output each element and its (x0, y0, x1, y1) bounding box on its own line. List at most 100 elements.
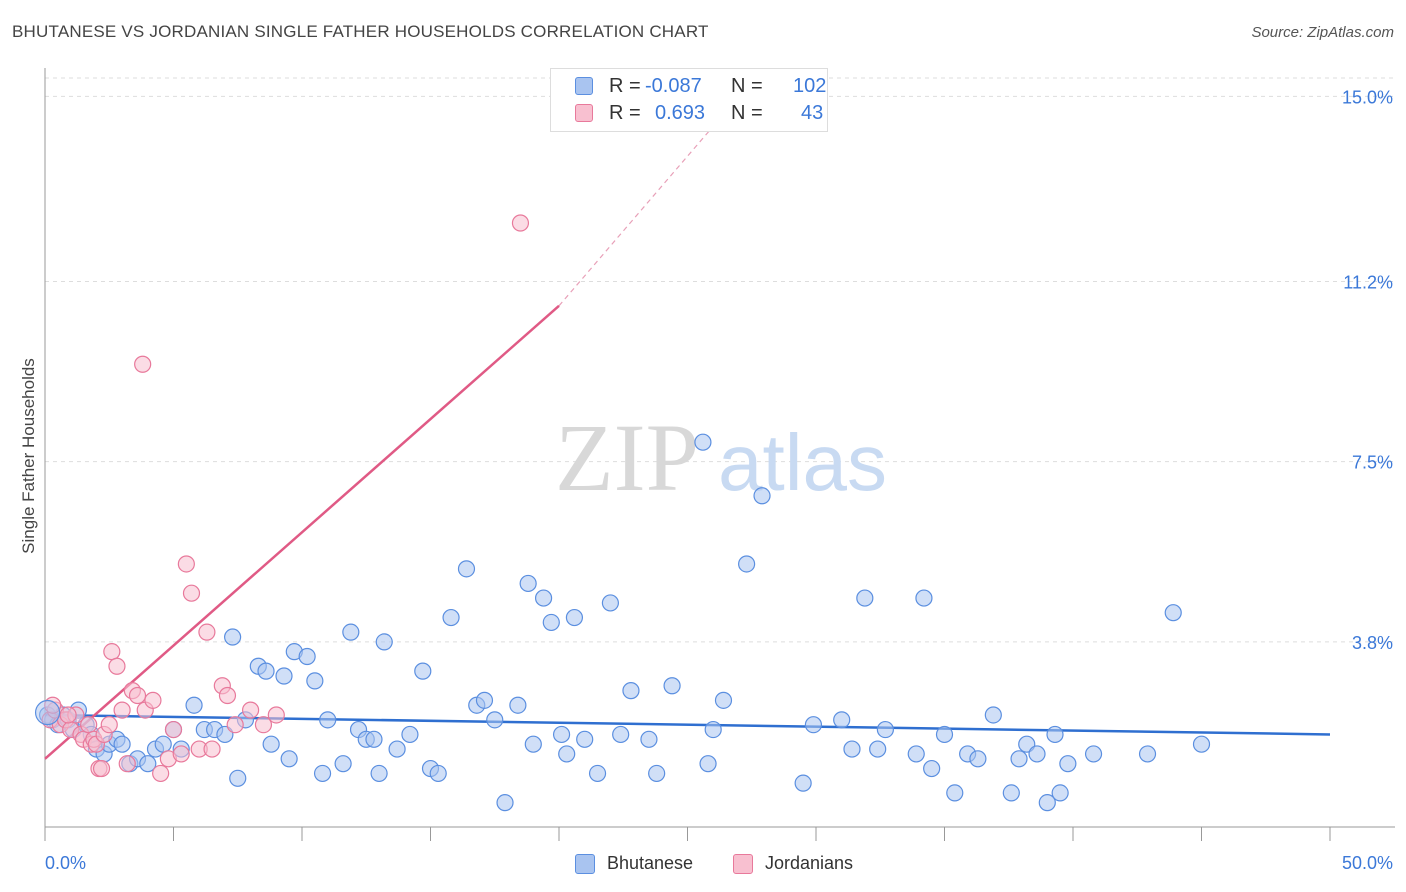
bhutanese-point (429, 764, 447, 783)
jordanian-point (164, 720, 183, 739)
bhutanese-point (984, 706, 1002, 724)
bhutanese-point (519, 574, 537, 593)
legend-n-value: 43 (801, 102, 824, 124)
bhutanese-point (969, 750, 987, 768)
jordanian-point (80, 716, 98, 734)
bottom-legend-label: Jordanians (765, 853, 854, 873)
legend-n-value: 102 (793, 75, 827, 97)
legend-r-value: -0.087 (645, 75, 702, 97)
bhutanese-point (915, 589, 933, 607)
bhutanese-point (588, 764, 607, 783)
bhutanese-point (833, 711, 851, 729)
bhutanese-point (486, 711, 504, 729)
jordanian-point (113, 701, 131, 719)
bhutanese-point (313, 764, 332, 783)
legend-row-jordanians: R = 0.693 N = 43 (575, 102, 823, 126)
grid-lines (45, 77, 1395, 643)
bottom-legend-label: Bhutanese (607, 853, 694, 873)
bhutanese-point (565, 608, 584, 627)
bhutanese-point (738, 555, 756, 573)
legend-n-label: N = (731, 75, 763, 97)
jordanian-point (182, 584, 201, 602)
jordanian-point (100, 716, 118, 734)
jordanian-point (218, 686, 237, 705)
bhutanese-point (946, 784, 964, 802)
bottom-legend-swatch (575, 854, 595, 874)
bhutanese-point (622, 682, 640, 700)
source-label: Source: ZipAtlas.com (1251, 24, 1394, 41)
legend-r-label: R = (609, 102, 641, 124)
bhutanese-point (370, 764, 388, 783)
bhutanese-point (935, 725, 954, 744)
bhutanese-point (414, 662, 432, 680)
bhutanese-point (804, 716, 823, 734)
jordanian-point (128, 686, 147, 705)
bhutanese-point (1010, 750, 1028, 768)
bhutanese-point (1028, 745, 1046, 763)
bhutanese-point (558, 745, 576, 763)
bhutanese-point (524, 735, 542, 753)
jordanian-point (134, 355, 152, 373)
bhutanese-point (648, 764, 666, 783)
bhutanese-point (34, 699, 61, 726)
jordanian-point (59, 706, 77, 724)
bhutanese-point (876, 720, 894, 739)
bhutanese-point (185, 696, 203, 714)
legend-swatch-bhutanese (575, 77, 593, 95)
jordanian-point (118, 755, 136, 773)
watermark-zip: ZIP (555, 404, 699, 511)
legend-r-value: 0.693 (655, 102, 706, 124)
bhutanese-point (262, 735, 280, 753)
watermark-atlas: atlas (718, 418, 887, 507)
bhutanese-point (907, 745, 925, 763)
bhutanese-point (1051, 784, 1069, 802)
bhutanese-point (1138, 745, 1157, 763)
bhutanese-point (794, 774, 812, 792)
bhutanese-point (534, 589, 553, 607)
y-tick-label: 15.0% (1342, 87, 1393, 107)
legend-n-label: N = (731, 102, 763, 124)
jordanian-point (198, 623, 216, 641)
jordanian-point (172, 745, 190, 763)
bhutanese-point (496, 794, 514, 812)
jordanian-point (92, 759, 111, 778)
bhutanese-point (365, 730, 383, 748)
bhutanese-point (475, 691, 494, 709)
bhutanese-point (509, 696, 527, 714)
bhutanese-point (856, 589, 874, 607)
bhutanese-point (342, 623, 360, 641)
bhutanese-point (257, 662, 275, 680)
y-tick-label: 11.2% (1343, 272, 1393, 292)
bhutanese-point (229, 769, 247, 787)
x-tick-label: 0.0% (45, 853, 86, 873)
chart-title: BHUTANESE VS JORDANIAN SINGLE FATHER HOU… (12, 22, 709, 41)
jordanian-point (511, 214, 530, 232)
bhutanese-point (375, 633, 393, 651)
x-tick-label: 50.0% (1342, 853, 1393, 873)
bhutanese-point (113, 735, 131, 753)
watermark: ZIP atlas (555, 404, 887, 511)
trend-line-jordanians-extension (558, 95, 740, 307)
bhutanese-point (280, 750, 298, 768)
bhutanese-point (401, 725, 419, 744)
bhutanese-point (714, 691, 733, 709)
legend-r-label: R = (609, 75, 641, 97)
bhutanese-point (552, 725, 571, 744)
bhutanese-point (843, 740, 861, 758)
correlation-legend: R = -0.087 N = 102 R = 0.693 N = 43 (550, 68, 828, 132)
bhutanese-point (612, 725, 630, 744)
axes (44, 68, 1395, 841)
bhutanese-point (542, 613, 560, 632)
bhutanese-point (1164, 604, 1182, 622)
bhutanese-point (923, 759, 941, 778)
bhutanese-point (224, 628, 242, 646)
bhutanese-point (601, 594, 620, 612)
bhutanese-point (576, 730, 594, 748)
bhutanese-point (154, 735, 172, 753)
jordanian-point (226, 716, 244, 734)
trend-line-jordanians (44, 304, 560, 760)
bhutanese-point (704, 720, 722, 739)
jordanian-point (267, 706, 285, 724)
bhutanese-point (1038, 794, 1056, 812)
